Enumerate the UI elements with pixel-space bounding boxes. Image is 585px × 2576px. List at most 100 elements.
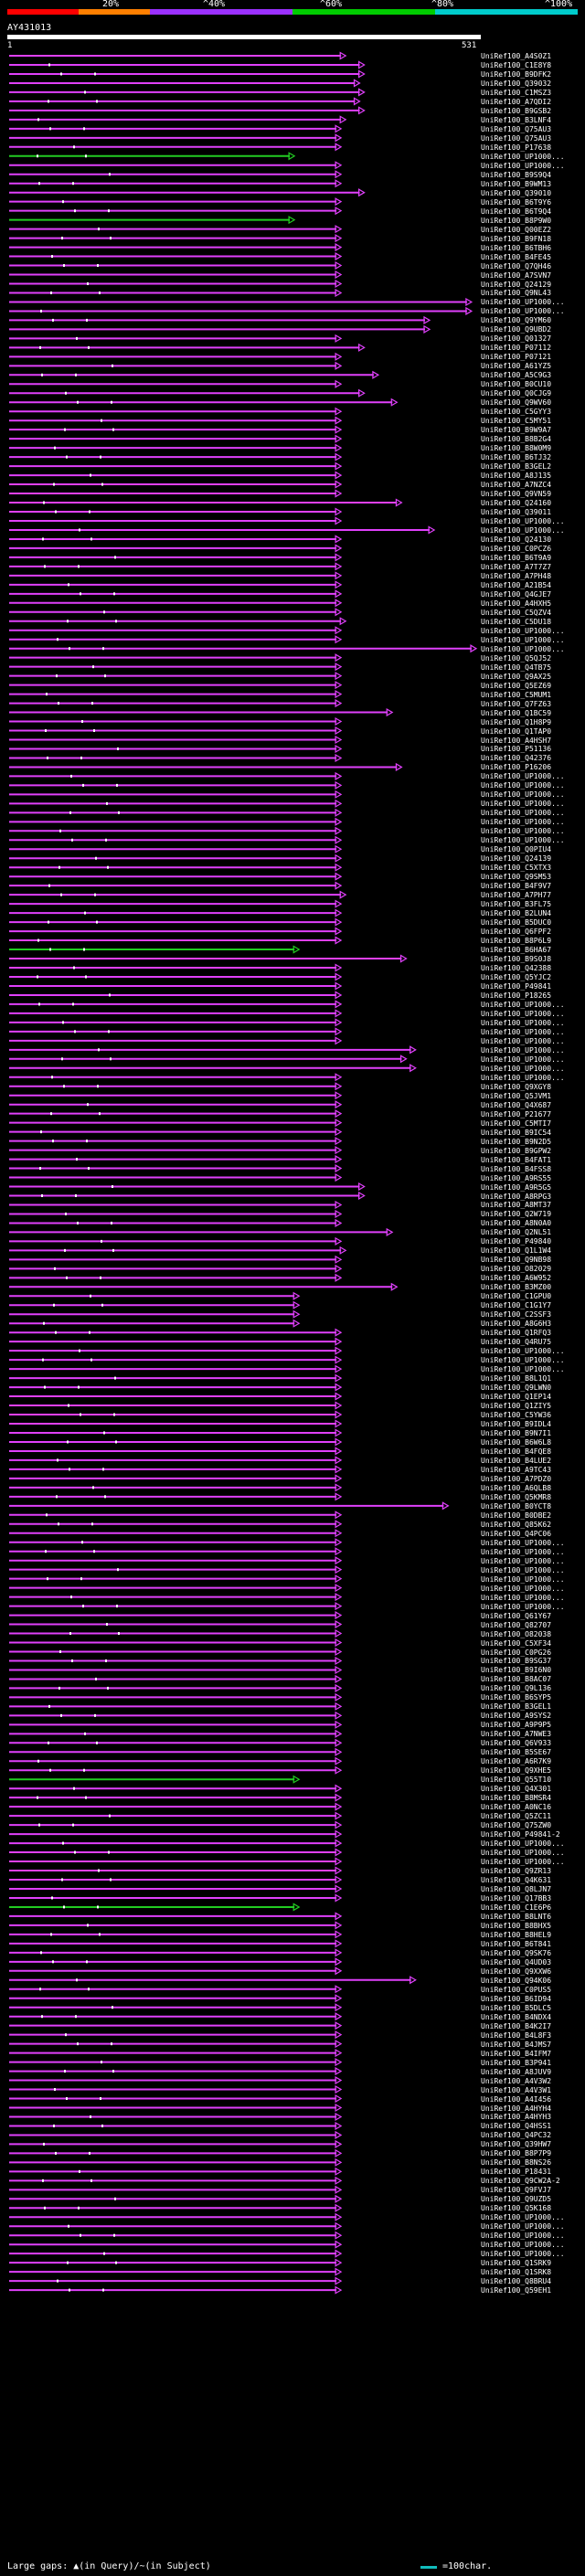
- hit-label[interactable]: UniRef100_Q39032: [481, 79, 552, 88]
- hit-label[interactable]: UniRef100_Q5JVM1: [481, 1091, 552, 1100]
- hit-label[interactable]: UniRef100_UP1000...: [481, 2250, 565, 2259]
- hit-label[interactable]: UniRef100_UP1000...: [481, 818, 565, 827]
- hit-label[interactable]: UniRef100_A7PH48: [481, 571, 552, 580]
- hit-label[interactable]: UniRef100_B3LNF4: [481, 115, 552, 124]
- hit-label[interactable]: UniRef100_B9S9Q4: [481, 170, 552, 179]
- hit-label[interactable]: UniRef100_A8MT37: [481, 1201, 552, 1210]
- hit-label[interactable]: UniRef100_A7T7Z7: [481, 562, 552, 571]
- hit-label[interactable]: UniRef100_A8N0A0: [481, 1219, 552, 1228]
- hit-label[interactable]: UniRef100_B9SG37: [481, 1657, 552, 1666]
- hit-label[interactable]: UniRef100_Q4PC32: [481, 2131, 552, 2140]
- hit-label[interactable]: UniRef100_C1MSZ3: [481, 88, 552, 97]
- hit-label[interactable]: UniRef100_UP1000...: [481, 1073, 565, 1082]
- hit-label[interactable]: UniRef100_Q9UBD2: [481, 325, 552, 334]
- hit-label[interactable]: UniRef100_Q9NB98: [481, 1256, 552, 1265]
- hit-label[interactable]: UniRef100_UP1000...: [481, 790, 565, 800]
- hit-label[interactable]: UniRef100_Q24130: [481, 535, 552, 544]
- hit-label[interactable]: UniRef100_Q1BC59: [481, 708, 552, 717]
- hit-label[interactable]: UniRef100_A8G6H3: [481, 1320, 552, 1329]
- hit-label[interactable]: UniRef100_Q42376: [481, 754, 552, 763]
- hit-label[interactable]: UniRef100_B0YCT8: [481, 1501, 552, 1511]
- hit-label[interactable]: UniRef100_P51136: [481, 745, 552, 754]
- hit-label[interactable]: UniRef100_UP1000...: [481, 781, 565, 790]
- hit-label[interactable]: UniRef100_C5GYY3: [481, 408, 552, 417]
- hit-label[interactable]: UniRef100_UP1000...: [481, 827, 565, 836]
- hit-label[interactable]: UniRef100_Q94K06: [481, 1976, 552, 1985]
- hit-label[interactable]: UniRef100_B3MZ00: [481, 1283, 552, 1292]
- hit-label[interactable]: UniRef100_B5SE67: [481, 1748, 552, 1757]
- hit-label[interactable]: UniRef100_UP1000...: [481, 772, 565, 781]
- hit-label[interactable]: UniRef100_Q9WV60: [481, 398, 552, 408]
- hit-label[interactable]: UniRef100_UP1000...: [481, 809, 565, 818]
- hit-label[interactable]: UniRef100_Q7FZ63: [481, 699, 552, 708]
- hit-label[interactable]: UniRef100_Q39HW7: [481, 2140, 552, 2149]
- hit-label[interactable]: UniRef100_B9WM13: [481, 179, 552, 188]
- hit-label[interactable]: UniRef100_B8NS26: [481, 2158, 552, 2168]
- hit-label[interactable]: UniRef100_B9IC54: [481, 1128, 552, 1137]
- hit-label[interactable]: UniRef100_Q4X301: [481, 1785, 552, 1794]
- hit-label[interactable]: UniRef100_C5XF34: [481, 1638, 552, 1648]
- hit-label[interactable]: UniRef100_Q9XHE5: [481, 1766, 552, 1776]
- hit-label[interactable]: UniRef100_UP1000...: [481, 152, 565, 161]
- hit-label[interactable]: UniRef100_Q9L136: [481, 1684, 552, 1693]
- hit-label[interactable]: UniRef100_Q0CJG9: [481, 389, 552, 398]
- hit-label[interactable]: UniRef100_Q61Y67: [481, 1611, 552, 1620]
- hit-label[interactable]: UniRef100_C1E8Y8: [481, 60, 552, 69]
- hit-label[interactable]: UniRef100_B4FAT1: [481, 1155, 552, 1164]
- hit-label[interactable]: UniRef100_C1G1Y7: [481, 1301, 552, 1310]
- hit-label[interactable]: UniRef100_Q7QH46: [481, 261, 552, 270]
- hit-label[interactable]: UniRef100_Q59EH1: [481, 2286, 552, 2295]
- hit-label[interactable]: UniRef100_Q4PC06: [481, 1529, 552, 1538]
- hit-label[interactable]: UniRef100_A8J135: [481, 472, 552, 481]
- hit-label[interactable]: UniRef100_Q9VN59: [481, 490, 552, 499]
- hit-label[interactable]: UniRef100_B4IFM7: [481, 2049, 552, 2058]
- hit-label[interactable]: UniRef100_UP1000...: [481, 1547, 565, 1556]
- hit-label[interactable]: UniRef100_P16206: [481, 763, 552, 772]
- hit-label[interactable]: UniRef100_UP1000...: [481, 644, 565, 653]
- hit-label[interactable]: UniRef100_B9FN18: [481, 234, 552, 243]
- hit-label[interactable]: UniRef100_C5DU18: [481, 617, 552, 626]
- hit-label[interactable]: UniRef100_B9N7I1: [481, 1428, 552, 1437]
- hit-label[interactable]: UniRef100_C1E6P6: [481, 1903, 552, 1912]
- hit-label[interactable]: UniRef100_A9R5G5: [481, 1182, 552, 1192]
- hit-label[interactable]: UniRef100_B3FL75: [481, 900, 552, 909]
- hit-label[interactable]: UniRef100_UP1000...: [481, 1000, 565, 1009]
- hit-label[interactable]: UniRef100_B5DUC0: [481, 918, 552, 928]
- hit-label[interactable]: UniRef100_P49841: [481, 981, 552, 991]
- hit-label[interactable]: UniRef100_B6T9Q4: [481, 207, 552, 216]
- hit-label[interactable]: UniRef100_B8LNT6: [481, 1912, 552, 1921]
- hit-label[interactable]: UniRef100_P07121: [481, 353, 552, 362]
- hit-label[interactable]: UniRef100_Q17BB3: [481, 1893, 552, 1903]
- hit-label[interactable]: UniRef100_Q75ZW0: [481, 1821, 552, 1830]
- hit-label[interactable]: UniRef100_C0PG26: [481, 1648, 552, 1657]
- hit-label[interactable]: UniRef100_A7NWE3: [481, 1730, 552, 1739]
- hit-label[interactable]: UniRef100_Q1SRK9: [481, 2259, 552, 2268]
- hit-label[interactable]: UniRef100_A7NZC4: [481, 481, 552, 490]
- hit-label[interactable]: UniRef100_Q1ZIY5: [481, 1402, 552, 1411]
- hit-label[interactable]: UniRef100_Q39011: [481, 508, 552, 516]
- hit-label[interactable]: UniRef100_A9P9P5: [481, 1721, 552, 1730]
- hit-label[interactable]: UniRef100_B3GEL1: [481, 1702, 552, 1712]
- hit-label[interactable]: UniRef100_B6TJ32: [481, 453, 552, 462]
- hit-label[interactable]: UniRef100_Q1TAP0: [481, 726, 552, 736]
- hit-label[interactable]: UniRef100_C5MUM1: [481, 690, 552, 699]
- hit-label[interactable]: UniRef100_UP1000...: [481, 1027, 565, 1036]
- hit-label[interactable]: UniRef100_B6HA67: [481, 946, 552, 955]
- hit-label[interactable]: UniRef100_Q9ZR13: [481, 1867, 552, 1876]
- hit-label[interactable]: UniRef100_B9I6N0: [481, 1666, 552, 1675]
- hit-label[interactable]: UniRef100_B8L1Q1: [481, 1374, 552, 1383]
- hit-label[interactable]: UniRef100_Q75AU3: [481, 124, 552, 133]
- hit-label[interactable]: UniRef100_Q4RU75: [481, 1338, 552, 1347]
- hit-label[interactable]: UniRef100_B4FE45: [481, 252, 552, 261]
- hit-label[interactable]: UniRef100_B8MSR4: [481, 1794, 552, 1803]
- hit-label[interactable]: UniRef100_B8HEL9: [481, 1930, 552, 1939]
- hit-label[interactable]: UniRef100_Q24139: [481, 854, 552, 864]
- hit-label[interactable]: UniRef100_Q4GJE7: [481, 589, 552, 599]
- hit-label[interactable]: UniRef100_Q9LWN0: [481, 1383, 552, 1393]
- hit-label[interactable]: UniRef100_P18431: [481, 2168, 552, 2177]
- hit-label[interactable]: UniRef100_Q9CW2A-2: [481, 2177, 560, 2186]
- hit-label[interactable]: UniRef100_B9N2D5: [481, 1137, 552, 1146]
- hit-label[interactable]: UniRef100_UP1000...: [481, 1849, 565, 1858]
- hit-label[interactable]: UniRef100_B9DFK2: [481, 69, 552, 79]
- hit-label[interactable]: UniRef100_Q8BRU4: [481, 2277, 552, 2286]
